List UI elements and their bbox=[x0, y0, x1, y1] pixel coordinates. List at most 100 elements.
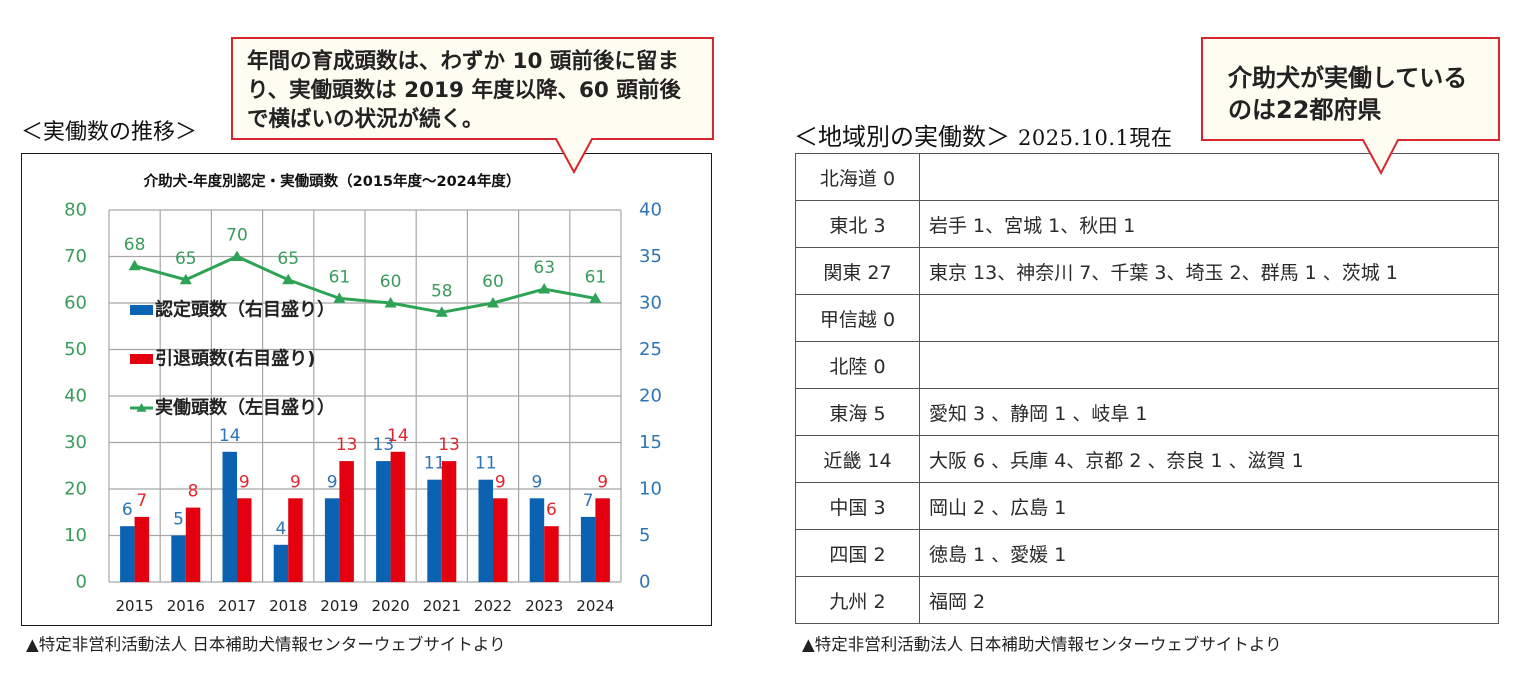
table-row: 近畿 14 大阪 6 、兵庫 4、京都 2 、奈良 1 、滋賀 1 bbox=[795, 435, 1499, 483]
bar-retired bbox=[134, 516, 150, 582]
bar-retired bbox=[390, 451, 406, 582]
bar-certified bbox=[478, 479, 493, 582]
bar-certified bbox=[529, 498, 545, 582]
data-label-retired: 9 bbox=[495, 472, 506, 492]
marker-active bbox=[435, 306, 448, 317]
bar-retired bbox=[237, 498, 252, 582]
legend-label-active: 実働頭数（左目盛り） bbox=[155, 397, 335, 419]
region-cell: 中国 3 bbox=[795, 482, 920, 530]
data-label-active: 58 bbox=[431, 281, 453, 301]
callout-line: のは22都府県 bbox=[1228, 96, 1382, 124]
y-right-tick-label: 30 bbox=[639, 293, 662, 314]
data-label-certified: 9 bbox=[327, 472, 338, 492]
table-row: 四国 2 徳島 1 、愛媛 1 bbox=[795, 529, 1499, 577]
marker-active bbox=[128, 259, 141, 271]
region-cell: 四国 2 bbox=[795, 529, 920, 577]
callout-line: 年間の育成頭数は、わずか 10 頭前後に留ま bbox=[247, 49, 679, 74]
line-active bbox=[134, 255, 596, 314]
region-cell: 甲信越 0 bbox=[795, 294, 920, 342]
data-label-certified: 14 bbox=[219, 426, 241, 446]
legend-item-certified: 認定頭数（右目盛り） bbox=[130, 299, 335, 321]
prefecture-breakdown-cell: 徳島 1 、愛媛 1 bbox=[919, 529, 1499, 577]
prefecture-breakdown-cell bbox=[919, 153, 1499, 201]
data-label-certified: 11 bbox=[424, 454, 446, 474]
data-label-certified: 11 bbox=[475, 454, 497, 474]
y-left-tick-label: 60 bbox=[64, 293, 87, 314]
y-left-tick-label: 0 bbox=[76, 572, 87, 593]
bar-retired bbox=[544, 526, 559, 582]
data-label-retired: 6 bbox=[546, 500, 557, 520]
data-label-active: 61 bbox=[585, 267, 607, 287]
data-label-active: 65 bbox=[277, 249, 299, 269]
x-tick-label: 2019 bbox=[320, 597, 358, 615]
prefecture-breakdown-cell: 岩手 1、宮城 1、秋田 1 bbox=[919, 200, 1499, 248]
combo-chart: 介助犬-年度別認定・実働頭数（2015年度～2024年度）01020304050… bbox=[64, 172, 662, 615]
prefecture-breakdown-cell: 大阪 6 、兵庫 4、京都 2 、奈良 1 、滋賀 1 bbox=[919, 435, 1499, 483]
marker-active bbox=[487, 297, 499, 308]
data-label-retired: 13 bbox=[438, 435, 460, 455]
x-tick-label: 2024 bbox=[576, 597, 614, 615]
y-right-tick-label: 0 bbox=[639, 572, 650, 593]
table-row: 東北 3 岩手 1、宮城 1、秋田 1 bbox=[795, 200, 1499, 248]
bar-certified bbox=[273, 544, 289, 582]
y-left-tick-label: 70 bbox=[64, 246, 87, 267]
source-note-left: ▲特定非営利活動法人 日本補助犬情報センターウェブサイトより bbox=[26, 635, 506, 654]
data-label-certified: 13 bbox=[373, 435, 395, 455]
data-label-active: 61 bbox=[329, 267, 351, 287]
data-label-certified: 9 bbox=[532, 472, 543, 492]
bar-certified bbox=[324, 498, 340, 582]
prefecture-breakdown-cell: 東京 13、神奈川 7、千葉 3、埼玉 2、群馬 1 、茨城 1 bbox=[919, 247, 1499, 295]
bar-retired bbox=[185, 507, 201, 582]
bar-certified bbox=[171, 535, 186, 582]
table-row: 中国 3 岡山 2 、広島 1 bbox=[795, 482, 1499, 530]
table-row: 東海 5 愛知 3 、静岡 1 、岐阜 1 bbox=[795, 388, 1499, 436]
y-right-tick-label: 5 bbox=[639, 525, 650, 546]
data-label-active: 60 bbox=[380, 272, 402, 292]
data-label-active: 68 bbox=[124, 235, 146, 255]
data-label-retired: 9 bbox=[597, 472, 608, 492]
region-cell: 九州 2 bbox=[795, 576, 920, 624]
data-label-retired: 9 bbox=[239, 472, 250, 492]
x-tick-label: 2020 bbox=[372, 597, 410, 615]
data-label-certified: 7 bbox=[583, 491, 594, 511]
data-label-active: 65 bbox=[175, 249, 197, 269]
y-right-tick-label: 35 bbox=[639, 246, 662, 267]
legend-item-active: 実働頭数（左目盛り） bbox=[130, 397, 335, 419]
trend-callout-text: 年間の育成頭数は、わずか 10 頭前後に留ま り、実働頭数は 2019 年度以降… bbox=[247, 47, 681, 134]
data-label-retired: 14 bbox=[387, 426, 409, 446]
bar-certified bbox=[376, 461, 391, 582]
legend-marker-active bbox=[136, 403, 147, 412]
regional-heading-title: ＜地域別の実働数＞ bbox=[794, 123, 1010, 151]
bar-certified bbox=[120, 526, 135, 582]
as-of-date: 2025.10.1現在 bbox=[1018, 126, 1173, 150]
region-cell: 近畿 14 bbox=[795, 435, 920, 483]
prefecture-breakdown-cell: 岡山 2 、広島 1 bbox=[919, 482, 1499, 530]
data-label-active: 60 bbox=[482, 272, 504, 292]
data-label-retired: 13 bbox=[336, 435, 358, 455]
data-label-active: 70 bbox=[226, 226, 248, 246]
y-right-tick-label: 40 bbox=[639, 200, 662, 221]
marker-active bbox=[384, 297, 397, 308]
y-left-tick-label: 40 bbox=[64, 386, 87, 407]
prefecture-breakdown-cell bbox=[919, 341, 1499, 389]
marker-active bbox=[589, 292, 602, 303]
prefecture-breakdown-cell: 福岡 2 bbox=[919, 576, 1499, 624]
table-row: 関東 27 東京 13、神奈川 7、千葉 3、埼玉 2、群馬 1 、茨城 1 bbox=[795, 247, 1499, 295]
table-row: 九州 2 福岡 2 bbox=[795, 576, 1499, 624]
y-left-tick-label: 30 bbox=[64, 432, 87, 453]
x-tick-label: 2018 bbox=[269, 597, 307, 615]
x-tick-label: 2016 bbox=[167, 597, 205, 615]
legend-label-retired: 引退頭数(右目盛り) bbox=[155, 348, 315, 370]
source-note-right: ▲特定非営利活動法人 日本補助犬情報センターウェブサイトより bbox=[802, 635, 1282, 654]
bar-retired bbox=[339, 461, 354, 582]
data-label-retired: 7 bbox=[136, 491, 147, 511]
region-cell: 東海 5 bbox=[795, 388, 920, 436]
y-right-tick-label: 10 bbox=[639, 479, 662, 500]
callout-line: り、実働頭数は 2019 年度以降、60 頭前後 bbox=[247, 78, 681, 103]
table-row: 北海道 0 bbox=[795, 153, 1499, 201]
data-label-certified: 5 bbox=[173, 510, 184, 530]
x-tick-label: 2021 bbox=[423, 597, 461, 615]
bar-retired bbox=[288, 498, 303, 582]
y-right-tick-label: 20 bbox=[639, 386, 662, 407]
legend-label-certified: 認定頭数（右目盛り） bbox=[155, 299, 335, 321]
